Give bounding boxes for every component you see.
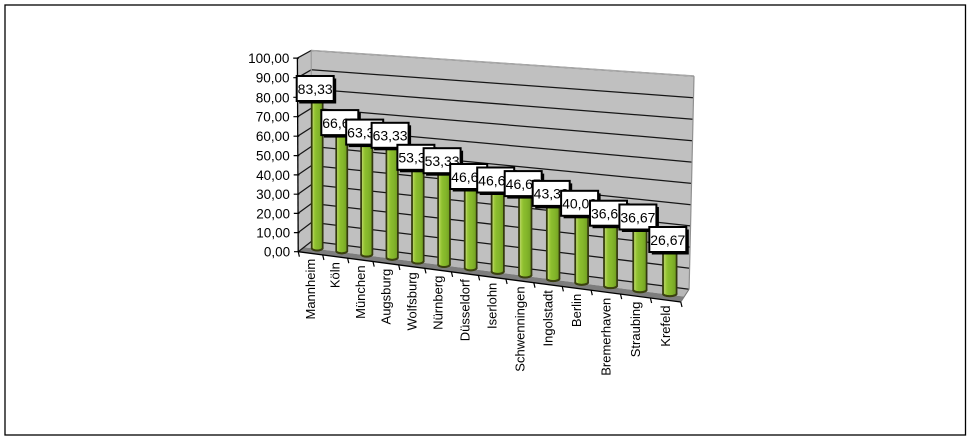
svg-text:20,00: 20,00 xyxy=(256,206,290,221)
svg-text:10,00: 10,00 xyxy=(256,226,290,241)
svg-text:Krefeld: Krefeld xyxy=(658,306,673,347)
svg-text:Ingolstadt: Ingolstadt xyxy=(541,290,556,347)
svg-text:Berlin: Berlin xyxy=(569,294,584,327)
svg-text:90,00: 90,00 xyxy=(256,71,290,86)
svg-text:40,00: 40,00 xyxy=(256,168,290,183)
svg-text:0,00: 0,00 xyxy=(264,245,290,260)
svg-text:40,00: 40,00 xyxy=(562,196,597,212)
svg-text:83,33: 83,33 xyxy=(298,81,333,97)
svg-text:30,00: 30,00 xyxy=(256,187,290,202)
svg-text:60,00: 60,00 xyxy=(256,129,290,144)
svg-text:Wolfsburg: Wolfsburg xyxy=(404,272,419,330)
svg-text:70,00: 70,00 xyxy=(256,110,290,125)
svg-text:Düsseldorf: Düsseldorf xyxy=(458,279,473,342)
svg-text:80,00: 80,00 xyxy=(256,90,290,105)
svg-text:63,33: 63,33 xyxy=(373,128,408,144)
svg-text:36,67: 36,67 xyxy=(591,206,626,222)
svg-text:Straubing: Straubing xyxy=(628,302,643,358)
svg-text:München: München xyxy=(353,265,368,318)
svg-text:Köln: Köln xyxy=(328,262,343,288)
svg-text:Iserlohn: Iserlohn xyxy=(485,283,500,329)
svg-text:Schwenningen: Schwenningen xyxy=(512,286,527,371)
svg-text:Mannheim: Mannheim xyxy=(303,259,318,320)
svg-text:100,00: 100,00 xyxy=(248,51,289,66)
svg-text:26,67: 26,67 xyxy=(650,232,685,248)
svg-text:Nürnberg: Nürnberg xyxy=(431,276,446,330)
svg-text:Augsburg: Augsburg xyxy=(378,269,393,325)
svg-text:50,00: 50,00 xyxy=(256,149,290,164)
svg-text:36,67: 36,67 xyxy=(620,209,655,225)
svg-text:Bremerhaven: Bremerhaven xyxy=(598,298,613,376)
